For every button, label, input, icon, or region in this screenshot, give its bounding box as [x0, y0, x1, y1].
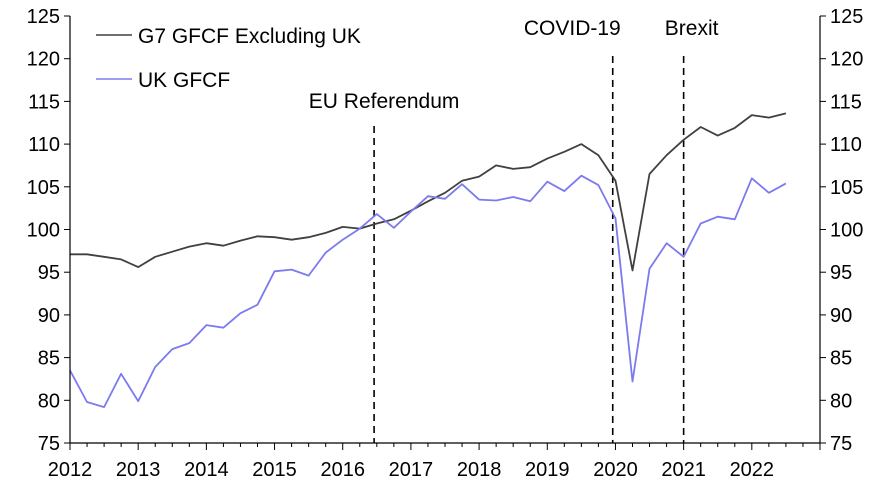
x-tick-label: 2016	[320, 459, 365, 481]
x-tick-label: 2019	[525, 459, 570, 481]
y-tick-label-left: 110	[28, 134, 60, 156]
x-tick-label: 2022	[730, 459, 775, 481]
tick-labels: 75 75 80 80 85 85 90 90 95 95 100 100 105 105 110 110 11…	[27, 6, 864, 481]
y-tick-label-right: 125	[830, 6, 863, 28]
x-tick-label: 2021	[661, 459, 706, 481]
y-tick-label-left: 125	[27, 6, 60, 28]
legend-label-g7: G7 GFCF Excluding UK	[138, 25, 361, 48]
y-tick-label-left: 120	[27, 49, 60, 71]
y-tick-label-right: 110	[830, 134, 862, 156]
series-line-g7	[70, 112, 787, 272]
x-tick-label: 2015	[252, 459, 297, 481]
y-tick-label-left: 80	[38, 390, 60, 412]
x-tick-label: 2014	[184, 459, 229, 481]
x-tick-label: 2018	[457, 459, 502, 481]
legend-label-uk: UK GFCF	[138, 69, 230, 92]
annotation-label-2: Brexit	[665, 17, 719, 40]
y-tick-label-left: 100	[27, 220, 60, 242]
y-tick-label-right: 115	[830, 91, 862, 113]
y-tick-label-left: 90	[38, 305, 60, 327]
tick-marks	[64, 15, 826, 450]
x-tick-label: 2020	[593, 459, 638, 481]
annotation-label-0: EU Referendum	[309, 90, 460, 113]
y-tick-label-left: 105	[27, 177, 60, 199]
x-tick-label: 2017	[389, 459, 434, 481]
x-tick-label: 2012	[48, 459, 93, 481]
y-tick-label-right: 85	[830, 348, 852, 370]
y-tick-label-left: 115	[28, 91, 60, 113]
annotation-labels: EU Referendum COVID-19 Brexit	[309, 17, 719, 113]
annotation-label-1: COVID-19	[524, 17, 621, 40]
y-tick-label-left: 85	[38, 348, 60, 370]
annotation-lines	[373, 56, 685, 443]
y-tick-label-right: 100	[830, 220, 863, 242]
y-tick-label-right: 75	[830, 433, 852, 455]
series-line-uk	[69, 174, 787, 409]
y-tick-label-left: 75	[38, 433, 60, 455]
y-tick-label-right: 105	[830, 177, 863, 199]
y-tick-label-right: 95	[830, 262, 852, 284]
legend: G7 GFCF Excluding UK UK GFCF	[96, 25, 361, 92]
series-lines	[69, 112, 787, 409]
y-tick-label-right: 80	[830, 390, 852, 412]
y-tick-label-right: 90	[830, 305, 852, 327]
y-tick-label-left: 95	[38, 262, 60, 284]
x-tick-label: 2013	[116, 459, 161, 481]
y-tick-label-right: 120	[830, 49, 863, 71]
